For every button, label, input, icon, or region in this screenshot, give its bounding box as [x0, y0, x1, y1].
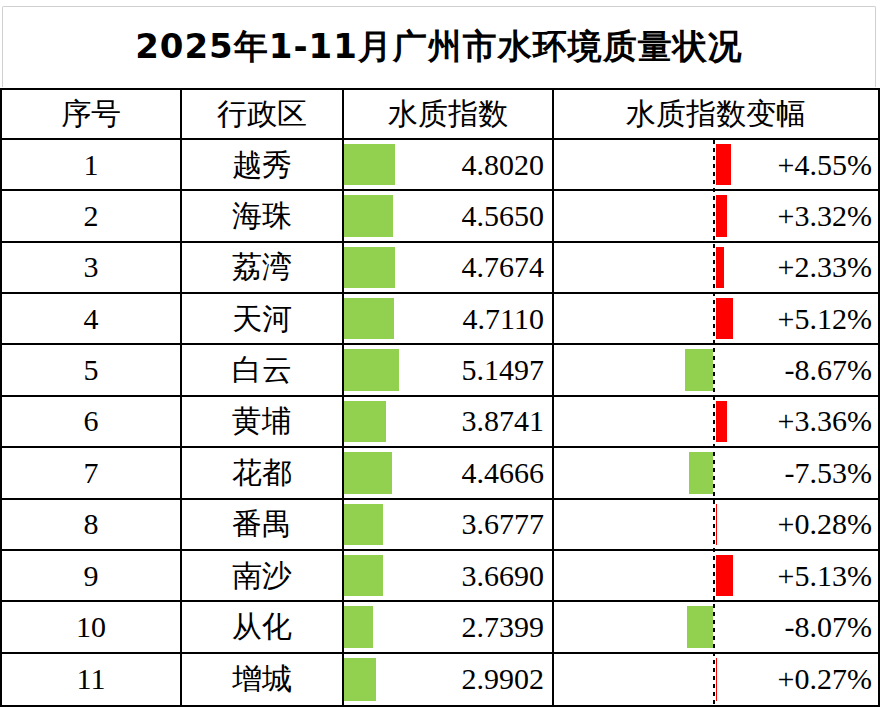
- change-cell: +0.27%: [554, 654, 878, 705]
- change-data-bar: [687, 606, 713, 647]
- change-cell: +3.36%: [554, 397, 878, 448]
- district-name: 番禺: [182, 500, 344, 551]
- change-value: -8.07%: [785, 612, 872, 642]
- index-value: 4.7674: [462, 252, 545, 282]
- district-name: 南沙: [182, 551, 344, 602]
- index-cell: 2.9902: [344, 654, 554, 705]
- zero-axis-dashed-line: [713, 140, 715, 705]
- district-name: 花都: [182, 448, 344, 499]
- district-name: 增城: [182, 654, 344, 705]
- change-data-bar: [685, 349, 713, 390]
- change-cell: -8.07%: [554, 602, 878, 653]
- index-cell: 4.7674: [344, 243, 554, 294]
- change-data-bar: [716, 555, 733, 596]
- change-value: +3.32%: [778, 201, 872, 231]
- district-name: 越秀: [182, 140, 344, 191]
- header-index-change: 水质指数变幅: [554, 90, 878, 140]
- change-data-bar: [716, 658, 717, 701]
- change-data-bar: [716, 247, 724, 288]
- change-cell: +0.28%: [554, 500, 878, 551]
- district-name: 黄埔: [182, 397, 344, 448]
- index-data-bar: [344, 401, 386, 442]
- index-value: 4.5650: [462, 201, 545, 231]
- district-name: 海珠: [182, 191, 344, 242]
- change-cell: +4.55%: [554, 140, 878, 191]
- change-value: +4.55%: [778, 150, 872, 180]
- district-name: 荔湾: [182, 243, 344, 294]
- change-data-bar: [716, 298, 733, 339]
- index-value: 2.9902: [462, 664, 545, 694]
- index-cell: 3.8741: [344, 397, 554, 448]
- change-value: +0.28%: [778, 509, 872, 539]
- row-number: 2: [2, 191, 182, 242]
- change-data-bar: [689, 452, 714, 493]
- index-cell: 4.4666: [344, 448, 554, 499]
- row-number: 11: [2, 654, 182, 705]
- index-cell: 3.6690: [344, 551, 554, 602]
- index-data-bar: [344, 452, 392, 493]
- change-cell: -8.67%: [554, 345, 878, 396]
- index-cell: 4.7110: [344, 294, 554, 345]
- row-number: 9: [2, 551, 182, 602]
- index-value: 5.1497: [462, 355, 545, 385]
- index-value: 3.6777: [462, 509, 545, 539]
- row-number: 1: [2, 140, 182, 191]
- index-data-bar: [344, 298, 394, 339]
- index-data-bar: [344, 349, 399, 390]
- index-data-bar: [344, 606, 373, 647]
- row-number: 8: [2, 500, 182, 551]
- index-value: 4.7110: [463, 304, 544, 334]
- change-data-bar: [716, 401, 727, 442]
- change-data-bar: [716, 504, 717, 545]
- change-value: +0.27%: [778, 664, 872, 694]
- index-cell: 3.6777: [344, 500, 554, 551]
- index-data-bar: [344, 247, 395, 288]
- change-data-bar: [716, 195, 727, 236]
- title-box: 2025年1-11月广州市水环境质量状况: [2, 6, 876, 87]
- row-number: 6: [2, 397, 182, 448]
- index-data-bar: [344, 144, 395, 185]
- change-value: +5.12%: [778, 304, 872, 334]
- district-name: 从化: [182, 602, 344, 653]
- index-cell: 4.8020: [344, 140, 554, 191]
- index-value: 3.6690: [462, 561, 545, 591]
- header-serial-number: 序号: [2, 90, 182, 140]
- row-number: 3: [2, 243, 182, 294]
- change-cell: -7.53%: [554, 448, 878, 499]
- change-value: +2.33%: [778, 252, 872, 282]
- district-name: 天河: [182, 294, 344, 345]
- index-value: 4.4666: [462, 458, 545, 488]
- row-number: 4: [2, 294, 182, 345]
- index-data-bar: [344, 504, 383, 545]
- change-data-bar: [716, 144, 731, 185]
- index-cell: 2.7399: [344, 602, 554, 653]
- change-value: +3.36%: [778, 406, 872, 436]
- row-number: 5: [2, 345, 182, 396]
- page-title: 2025年1-11月广州市水环境质量状况: [135, 24, 743, 70]
- row-number: 10: [2, 602, 182, 653]
- index-data-bar: [344, 658, 376, 701]
- header-water-quality-index: 水质指数: [344, 90, 554, 140]
- index-data-bar: [344, 195, 393, 236]
- index-value: 4.8020: [462, 150, 545, 180]
- index-value: 3.8741: [462, 406, 545, 436]
- data-table: 序号 行政区 水质指数 水质指数变幅 1 越秀 4.8020 +4.55% 2 …: [0, 88, 880, 707]
- row-number: 7: [2, 448, 182, 499]
- index-cell: 4.5650: [344, 191, 554, 242]
- change-cell: +5.13%: [554, 551, 878, 602]
- change-value: -8.67%: [785, 355, 872, 385]
- header-district: 行政区: [182, 90, 344, 140]
- change-cell: +2.33%: [554, 243, 878, 294]
- change-cell: +5.12%: [554, 294, 878, 345]
- district-name: 白云: [182, 345, 344, 396]
- index-data-bar: [344, 555, 383, 596]
- index-value: 2.7399: [462, 612, 545, 642]
- change-value: +5.13%: [778, 561, 872, 591]
- index-cell: 5.1497: [344, 345, 554, 396]
- change-cell: +3.32%: [554, 191, 878, 242]
- change-value: -7.53%: [785, 458, 872, 488]
- water-quality-report: 2025年1-11月广州市水环境质量状况 序号 行政区 水质指数 水质指数变幅 …: [0, 0, 880, 707]
